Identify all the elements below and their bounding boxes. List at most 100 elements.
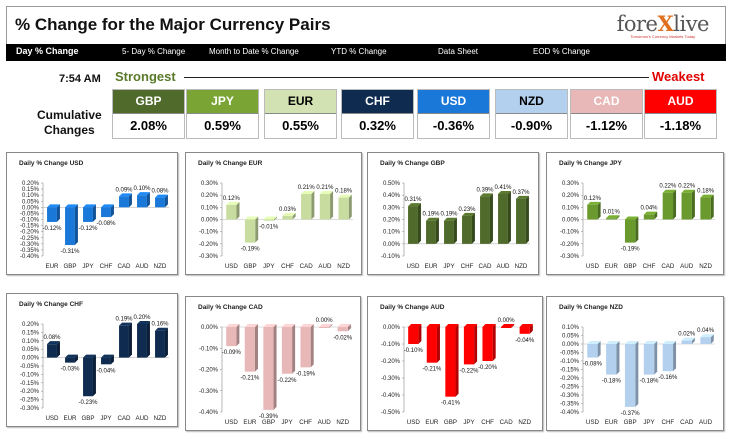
category-label: NZD: [518, 419, 531, 426]
bar-side: [710, 334, 714, 344]
bar-top: [662, 189, 677, 193]
y-tick-label: -0.15%: [20, 381, 40, 387]
bar-side: [436, 324, 440, 363]
bar-cad: [480, 193, 493, 244]
data-label: 0.23%: [458, 207, 476, 213]
y-tick-label: -0.35%: [560, 402, 580, 408]
bar-eur: [606, 215, 620, 220]
logo-tagline: Tomorrow's Currency Markets Today: [630, 34, 696, 39]
bar-eur: [606, 341, 620, 375]
tab-bar: Day % Change 5- Day % Change Month to Da…: [6, 44, 726, 61]
bar-top: [47, 341, 60, 345]
currency-name: JPY: [187, 90, 258, 114]
y-tick-label: -0.20%: [20, 389, 40, 395]
y-tick-label: 0.20%: [22, 181, 40, 187]
bar-face: [445, 327, 456, 397]
data-label: 0.31%: [404, 197, 422, 203]
bar-eur: [65, 354, 78, 363]
data-label: -0.19%: [621, 247, 641, 253]
currency-name: AUD: [645, 90, 716, 114]
bar-top: [462, 212, 475, 216]
bar-face: [519, 327, 530, 334]
bar-aud: [319, 324, 333, 328]
data-label: -0.12%: [78, 226, 98, 232]
bar-face: [137, 324, 147, 358]
y-tick-label: 0.15%: [22, 187, 40, 193]
bar-side: [474, 324, 478, 365]
y-tick-label: 0.20%: [201, 193, 219, 199]
bar-face: [83, 207, 93, 222]
bar-nzd: [516, 195, 529, 244]
bar-top: [137, 192, 150, 196]
y-tick-label: -0.30%: [199, 254, 219, 260]
y-tick-label: 0.00%: [22, 205, 40, 211]
y-tick-label: -0.40%: [560, 410, 580, 416]
y-tick-label: -0.10%: [20, 218, 40, 224]
currency-value: -1.18%: [645, 114, 716, 138]
bar-face: [101, 207, 111, 218]
bar-jpy: [263, 216, 277, 221]
bar-usd: [408, 324, 422, 344]
bar-top: [501, 324, 515, 327]
tab-5-day-change[interactable]: 5- Day % Change: [122, 47, 186, 56]
bar-nzd: [155, 327, 168, 358]
bar-top: [681, 337, 695, 341]
y-tick-label: 0.05%: [22, 199, 40, 205]
category-label: USD: [407, 419, 421, 426]
bar-side: [673, 341, 677, 372]
y-tick-label: 0.30%: [383, 205, 401, 211]
data-label: 0.04%: [640, 206, 658, 212]
y-tick-label: -0.40%: [20, 254, 40, 260]
tab-eod-change[interactable]: EOD % Change: [533, 47, 590, 56]
category-label: NZD: [337, 263, 350, 270]
data-label: 0.39%: [476, 187, 494, 193]
y-tick-label: 0.10%: [22, 339, 40, 345]
tab-data-sheet[interactable]: Data Sheet: [438, 47, 479, 56]
tab-month-to-date[interactable]: Month to Date % Change: [209, 47, 299, 56]
bar-usd: [587, 341, 601, 358]
y-tick-label: -0.10%: [560, 230, 580, 236]
data-label: 0.01%: [603, 209, 621, 215]
timestamp: 7:54 AM: [59, 73, 101, 85]
currency-value: -1.12%: [571, 114, 642, 138]
y-tick-label: -0.20%: [199, 368, 219, 374]
bar-side: [92, 204, 96, 222]
category-label: AUD: [496, 263, 510, 270]
tab-day-change[interactable]: Day % Change: [16, 46, 79, 56]
data-label: -0.04%: [96, 368, 116, 374]
y-tick-label: -0.10%: [199, 230, 219, 236]
bar-side: [56, 204, 60, 222]
data-label: 0.04%: [697, 328, 715, 334]
y-tick-label: -0.25%: [560, 385, 580, 391]
bar-usd: [408, 203, 421, 244]
tab-ytd-change[interactable]: YTD % Change: [331, 47, 387, 56]
chart-title: Daily % Change CAD: [198, 304, 263, 311]
currency-name: CAD: [571, 90, 642, 114]
bar-side: [710, 194, 714, 220]
y-tick-label: -0.20%: [560, 376, 580, 382]
category-label: EUR: [424, 263, 438, 270]
bar-side: [128, 193, 132, 208]
category-label: CHF: [661, 419, 674, 426]
bar-nzd: [337, 324, 351, 332]
bar-gbp: [65, 204, 78, 246]
y-tick-label: 0.10%: [201, 205, 219, 211]
chart-title: Daily % Change USD: [19, 160, 84, 167]
bar-face: [462, 215, 472, 244]
category-label: NZD: [154, 263, 167, 270]
y-tick-label: -0.05%: [20, 211, 40, 217]
data-label: -0.08%: [96, 221, 116, 227]
forexlive-logo[interactable]: foreXlive Tomorrow's Currency Markets To…: [617, 11, 710, 39]
bar-gbp: [624, 341, 639, 407]
bar-face: [47, 344, 57, 358]
bar-top: [101, 354, 114, 358]
bar-top: [137, 321, 150, 324]
bar-face: [337, 327, 348, 332]
bar-nzd: [338, 194, 352, 220]
data-label: 0.02%: [678, 332, 696, 338]
strongest-label: Strongest: [115, 69, 176, 84]
bar-face: [516, 198, 526, 244]
category-label: USD: [225, 263, 239, 270]
chart-gbp: 0.50% 0.40% 0.30% 0.20% 0.10% 0.00% -0.10% 0.31…: [381, 181, 530, 270]
bar-chf: [482, 324, 496, 361]
